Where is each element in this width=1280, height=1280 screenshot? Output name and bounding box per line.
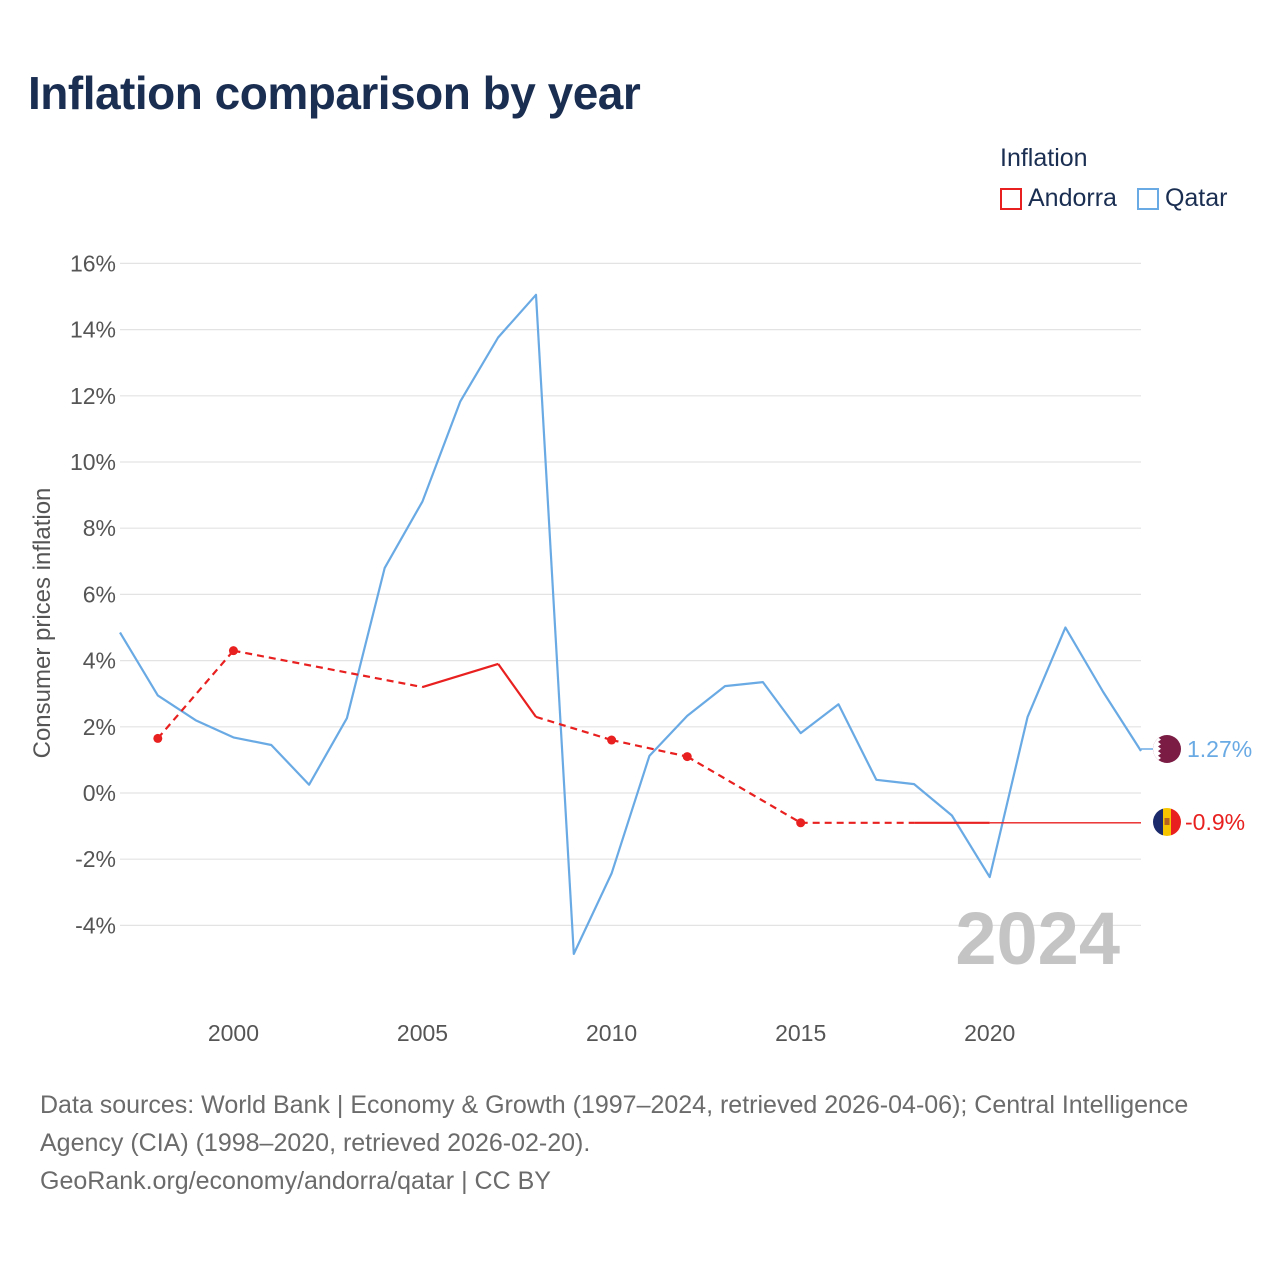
gridlines xyxy=(120,262,1141,927)
andorra-series-segment[interactable] xyxy=(611,738,688,758)
y-tick-label: 16% xyxy=(70,250,116,276)
andorra-data-point[interactable] xyxy=(228,646,238,656)
x-tick-label: 2015 xyxy=(775,1020,826,1046)
y-axis-label: Consumer prices inflation xyxy=(29,488,56,759)
y-tick-label: 4% xyxy=(83,648,116,674)
y-tick-label: 10% xyxy=(70,449,116,475)
y-tick-label: 8% xyxy=(83,515,116,541)
y-tick-label: 14% xyxy=(70,317,116,343)
x-tick-label: 2020 xyxy=(964,1020,1015,1046)
andorra-data-point[interactable] xyxy=(153,733,163,743)
y-tick-label: -2% xyxy=(75,846,116,872)
year-watermark: 2024 xyxy=(955,897,1120,980)
andorra-data-point[interactable] xyxy=(796,818,806,828)
andorra-series-segment[interactable] xyxy=(233,649,423,689)
andorra-series-segment[interactable] xyxy=(535,715,612,742)
sources-line-1: Data sources: World Bank | Economy & Gro… xyxy=(40,1091,1189,1119)
y-tick-label: 6% xyxy=(83,581,116,607)
andorra-series-segment[interactable] xyxy=(156,649,235,740)
x-tick-label: 2000 xyxy=(208,1020,259,1046)
line-chart: 16% 14% 12% 10% 8% 6% 4% 2% 0% -2% -4% 2000 2005 201… xyxy=(29,250,1252,1046)
series-layer xyxy=(119,293,1142,956)
andorra-series-segment[interactable] xyxy=(422,662,499,689)
andorra-data-point[interactable] xyxy=(607,735,617,745)
qatar-series-line[interactable] xyxy=(119,293,1142,956)
andorra-data-point[interactable] xyxy=(682,752,692,762)
andorra-series-segment[interactable] xyxy=(686,755,802,824)
andorra-flag-icon xyxy=(1153,808,1181,836)
chart-title: Inflation comparison by year xyxy=(28,67,641,119)
andorra-end-label: -0.9% xyxy=(1185,809,1245,835)
y-tick-label: 0% xyxy=(83,780,116,806)
x-tick-label: 2005 xyxy=(397,1020,448,1046)
qatar-end-label: 1.27% xyxy=(1187,736,1252,762)
y-tick-label: 12% xyxy=(70,383,116,409)
legend-item-andorra[interactable]: Andorra xyxy=(1000,184,1117,213)
y-axis-ticks: 16% 14% 12% 10% 8% 6% 4% 2% 0% -2% -4% xyxy=(70,250,116,938)
y-tick-label: 2% xyxy=(83,714,116,740)
legend-item-qatar[interactable]: Qatar xyxy=(1136,184,1228,213)
sources-line-2: Agency (CIA) (1998–2020, retrieved 2026-… xyxy=(40,1129,591,1157)
legend-label-andorra: Andorra xyxy=(1028,184,1117,212)
x-tick-label: 2010 xyxy=(586,1020,637,1046)
legend-swatch-andorra xyxy=(1000,187,1022,210)
data-sources: Data sources: World Bank | Economy & Gro… xyxy=(40,1086,1240,1200)
qatar-flag-icon xyxy=(1153,735,1181,763)
legend-label-qatar: Qatar xyxy=(1164,184,1228,212)
legend: Andorra Qatar xyxy=(1000,184,1247,213)
andorra-series-segment[interactable] xyxy=(497,663,537,718)
legend-title: Inflation xyxy=(1000,144,1088,172)
x-axis-ticks: 2000 2005 2010 2015 2020 xyxy=(208,1020,1015,1046)
sources-line-3[interactable]: GeoRank.org/economy/andorra/qatar | CC B… xyxy=(40,1167,551,1195)
legend-swatch-qatar xyxy=(1136,187,1159,210)
y-tick-label: -4% xyxy=(75,912,116,938)
